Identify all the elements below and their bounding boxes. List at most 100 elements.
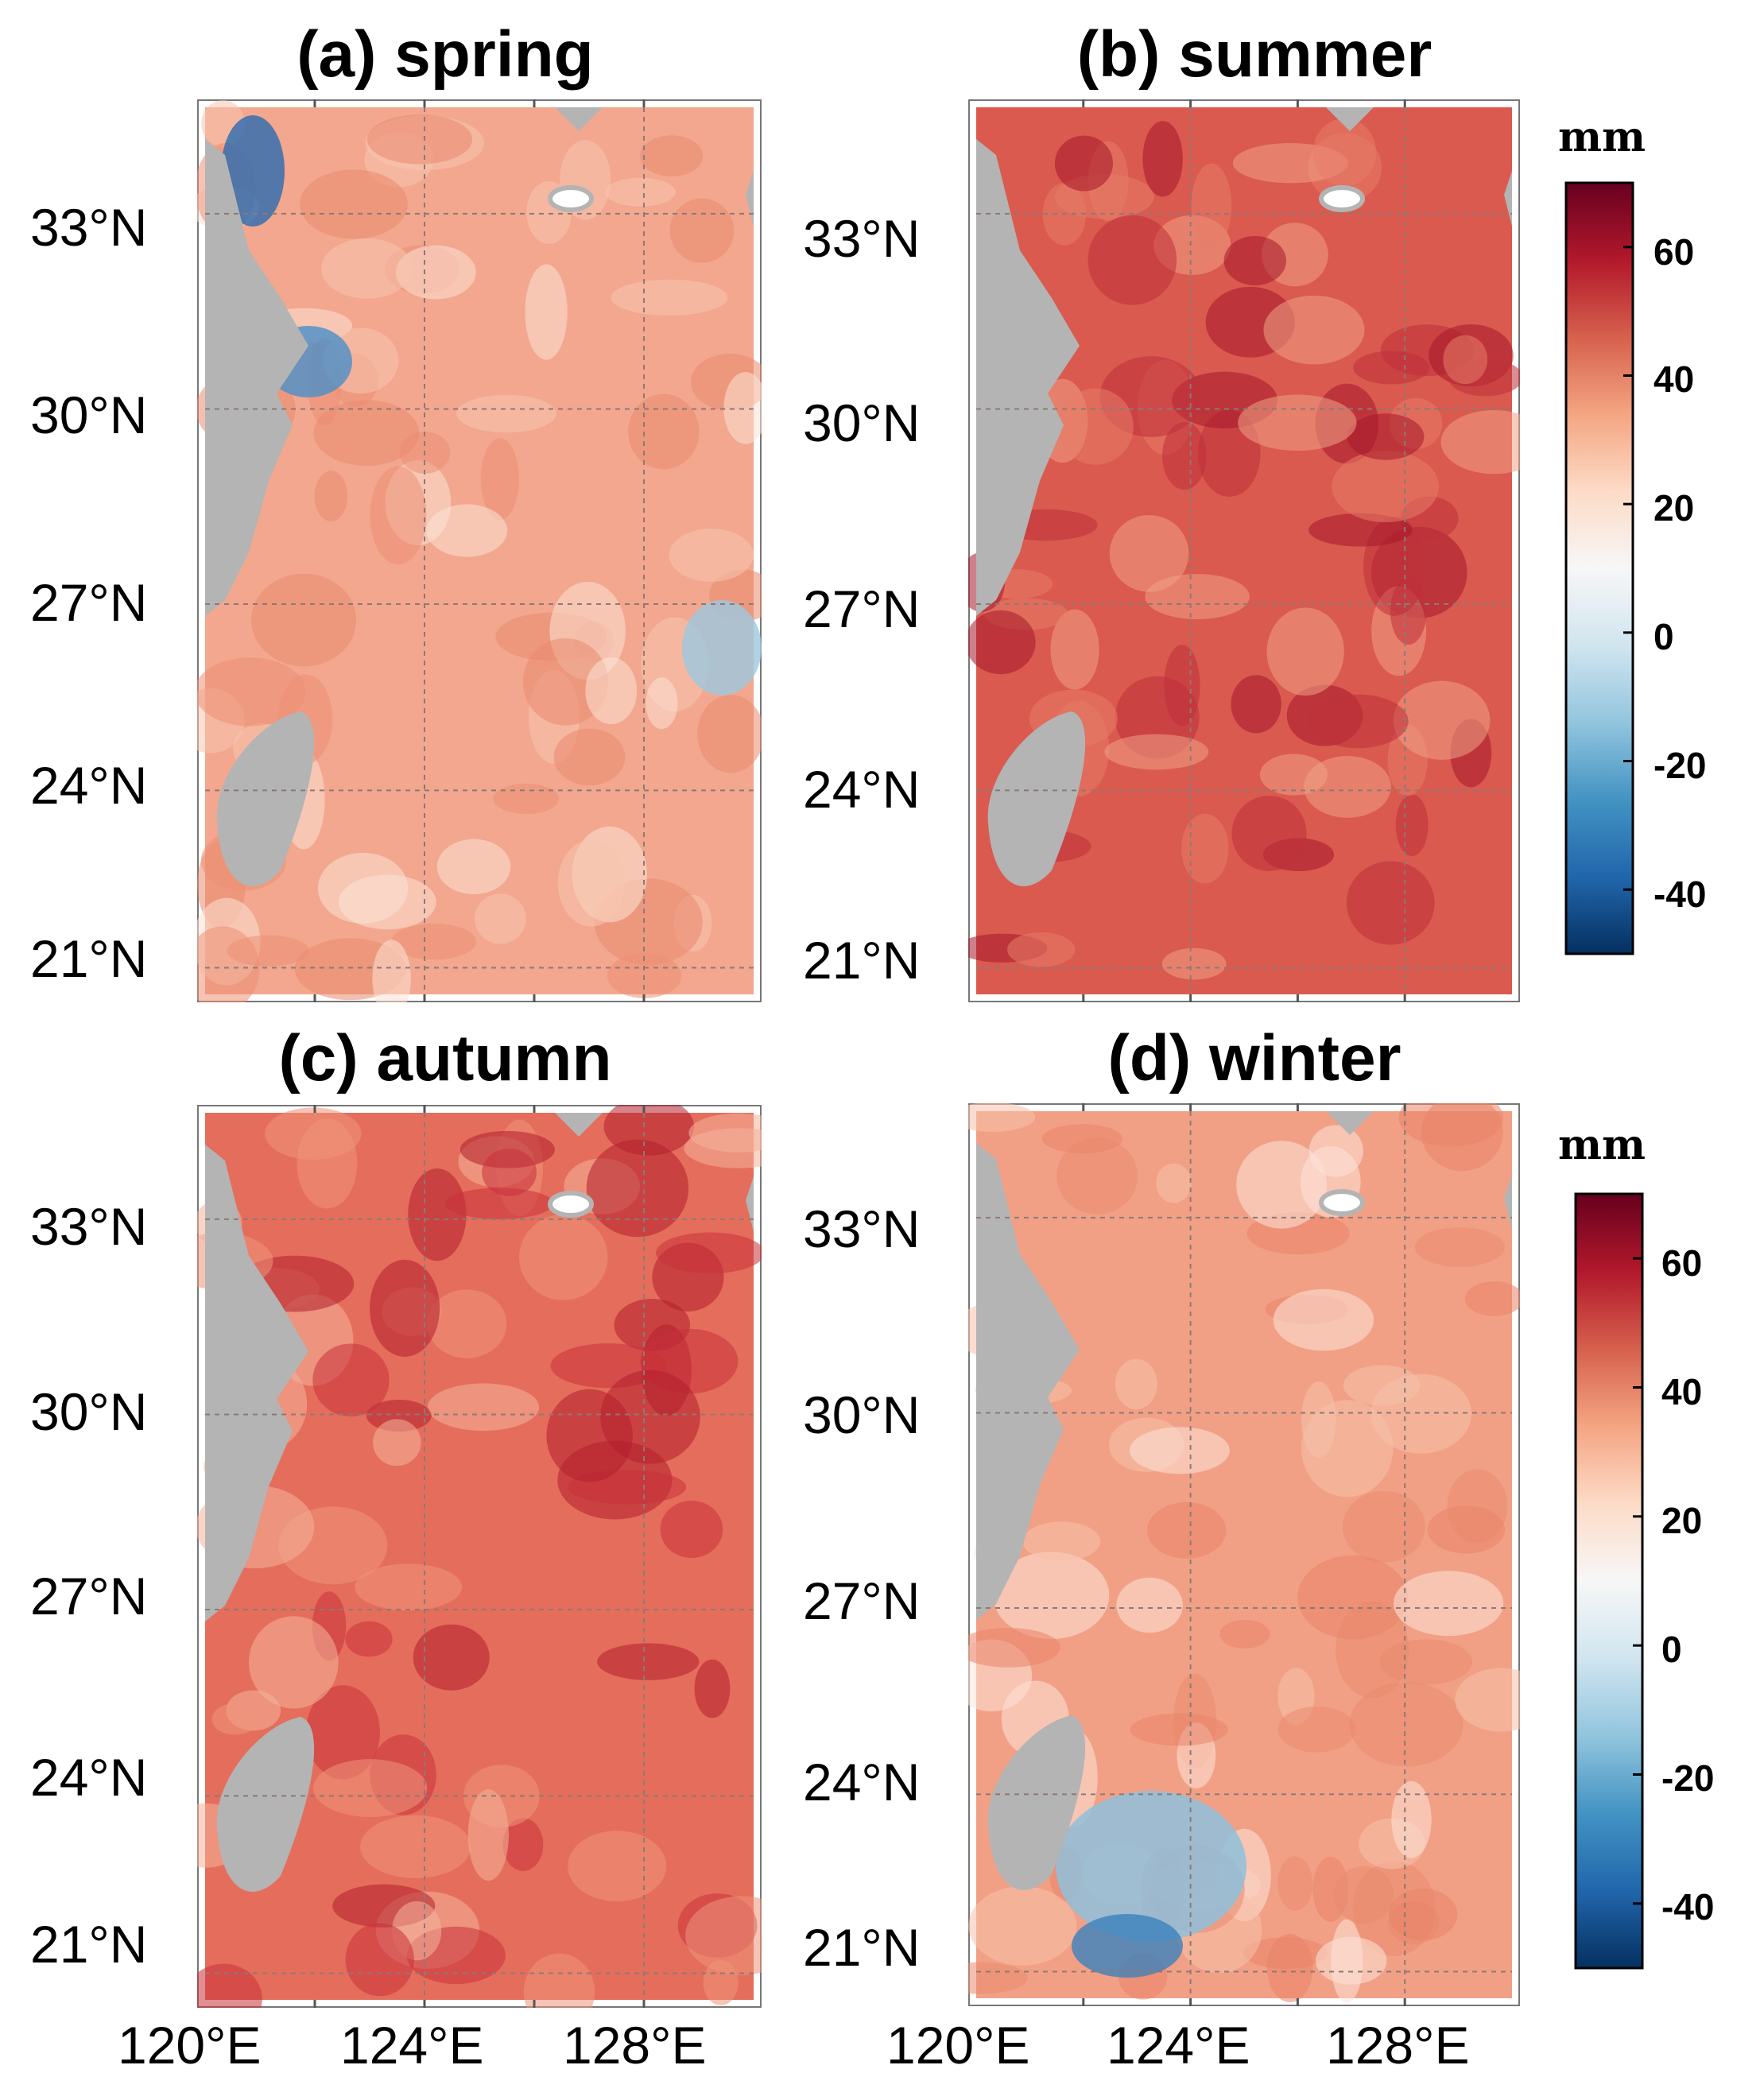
texture-patch — [312, 1343, 390, 1417]
lat-label-27n-right-top: 27°N — [803, 579, 921, 638]
lat-label-30n-right-bottom: 30°N — [803, 1385, 921, 1444]
texture-patch — [1057, 388, 1134, 465]
texture-patch — [1391, 1780, 1432, 1858]
jeju-island — [548, 185, 594, 212]
negative-anomaly-patch — [1072, 1914, 1183, 1978]
texture-patch — [1301, 1400, 1394, 1498]
texture-patch — [968, 610, 1036, 675]
texture-patch — [518, 1214, 608, 1300]
negative-anomaly-patch — [682, 600, 762, 695]
lat-label-24n-left-bottom: 24°N — [30, 1748, 148, 1807]
texture-patch — [1390, 578, 1427, 645]
texture-patch — [1349, 1682, 1464, 1767]
texture-patch — [1346, 861, 1435, 945]
texture-patch — [1181, 813, 1229, 884]
texture-patch — [604, 177, 676, 207]
texture-patch — [597, 1643, 700, 1680]
texture-patch — [248, 1616, 339, 1709]
texture-patch — [1398, 1103, 1504, 1147]
map-panel-autumn — [197, 1105, 762, 2008]
texture-patch — [482, 1149, 537, 1196]
texture-patch — [413, 1624, 490, 1691]
texture-patch — [1307, 694, 1409, 749]
texture-patch — [345, 1621, 393, 1657]
lon-label-120e-right: 120°E — [886, 2016, 1030, 2075]
texture-patch — [1342, 1490, 1425, 1563]
texture-patch — [1333, 1866, 1394, 1924]
texture-patch — [1440, 410, 1520, 475]
texture-patch — [586, 1139, 689, 1238]
korea-coast — [1326, 1111, 1374, 1135]
texture-patch — [1191, 163, 1232, 249]
texture-patch — [1236, 1141, 1327, 1229]
texture-patch — [1145, 574, 1250, 620]
texture-patch — [1104, 734, 1209, 770]
texture-patch — [1130, 1713, 1228, 1746]
texture-patch — [366, 1399, 432, 1432]
japan-island — [1504, 171, 1512, 227]
lat-label-33n-left-bottom: 33°N — [30, 1197, 148, 1256]
lat-label-24n-left-top: 24°N — [30, 756, 148, 815]
colorbar-tick-neg40-bottom: -40 — [1661, 1886, 1715, 1928]
colorbar-tick-40-bottom: 40 — [1661, 1371, 1703, 1412]
texture-patch — [493, 783, 560, 815]
lat-label-30n-left-bottom: 30°N — [30, 1382, 148, 1441]
texture-patch — [338, 874, 436, 930]
texture-patch — [395, 245, 476, 300]
lat-label-24n-right-top: 24°N — [803, 760, 921, 819]
texture-patch — [697, 695, 762, 773]
texture-patch — [660, 1501, 723, 1558]
map-panel-spring — [197, 99, 762, 1002]
texture-patch — [656, 1232, 762, 1274]
texture-patch — [688, 1113, 762, 1153]
texture-patch — [312, 1759, 428, 1818]
texture-patch — [523, 1953, 595, 2008]
texture-patch — [968, 1627, 1060, 1668]
texture-patch — [1056, 1137, 1138, 1215]
texture-patch — [355, 1563, 463, 1611]
negative-anomaly-patch — [1056, 1791, 1246, 1942]
lat-label-24n-right-bottom: 24°N — [803, 1753, 921, 1811]
texture-patch — [436, 839, 511, 895]
jeju-island — [548, 1191, 594, 1218]
texture-patch — [444, 1188, 554, 1219]
texture-patch — [1022, 1521, 1101, 1561]
texture-patch — [628, 393, 700, 470]
texture-patch — [1146, 1501, 1227, 1559]
mainland-coast — [205, 1145, 308, 1621]
panel-title-autumn: (c) autumn — [278, 1022, 612, 1095]
texture-patch — [1315, 1936, 1387, 1985]
taiwan-island — [987, 711, 1086, 886]
map-panel-winter — [968, 1103, 1520, 2006]
texture-patch — [391, 923, 477, 960]
texture-patch — [1116, 1577, 1183, 1633]
texture-patch — [1164, 645, 1200, 726]
taiwan-island — [216, 711, 315, 886]
japan-island — [1504, 1175, 1512, 1230]
lat-label-21n-right-bottom: 21°N — [803, 1918, 921, 1977]
texture-patch — [1455, 1668, 1520, 1732]
colorbar-tick-60-top: 60 — [1654, 231, 1695, 273]
texture-patch — [297, 1118, 358, 1209]
texture-patch — [1109, 514, 1189, 592]
taiwan-island — [216, 1717, 315, 1892]
texture-patch — [1231, 675, 1281, 734]
texture-patch — [427, 1289, 507, 1358]
texture-patch — [968, 1962, 1028, 1994]
texture-patch — [1353, 351, 1430, 385]
lat-label-33n-left-top: 33°N — [30, 198, 148, 257]
colorbar-tick-20-bottom: 20 — [1661, 1500, 1703, 1541]
lat-label-33n-right-bottom: 33°N — [803, 1199, 921, 1258]
texture-patch — [1312, 118, 1377, 187]
texture-patch — [370, 466, 427, 565]
lat-label-33n-right-top: 33°N — [803, 209, 921, 268]
texture-patch — [1087, 215, 1177, 305]
texture-patch — [408, 1168, 467, 1261]
mainland-coast — [976, 1143, 1080, 1620]
texture-patch — [502, 1818, 544, 1871]
texture-patch — [546, 1389, 633, 1482]
texture-patch — [227, 935, 309, 967]
texture-patch — [370, 1259, 440, 1357]
texture-patch — [1041, 1124, 1122, 1153]
colorbar-top — [1564, 181, 1634, 955]
